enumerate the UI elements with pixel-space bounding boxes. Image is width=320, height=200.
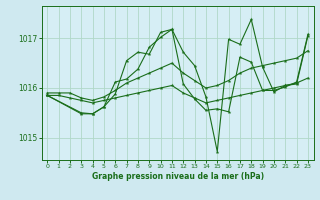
X-axis label: Graphe pression niveau de la mer (hPa): Graphe pression niveau de la mer (hPa) xyxy=(92,172,264,181)
